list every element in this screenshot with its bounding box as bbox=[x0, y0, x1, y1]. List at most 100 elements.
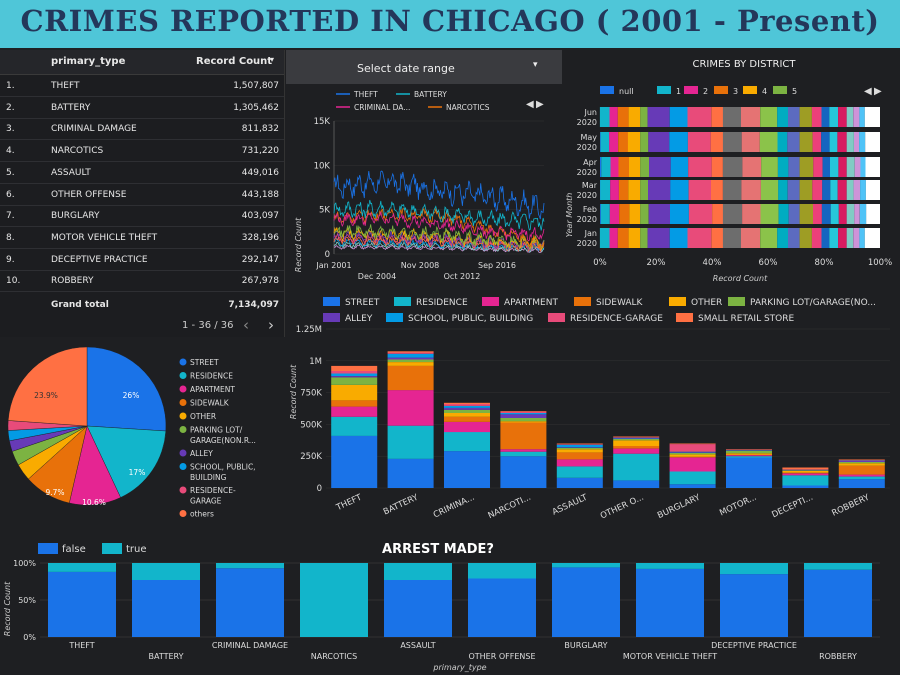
stack-bar-segment[interactable] bbox=[613, 453, 660, 481]
caret-down-icon[interactable]: ▾ bbox=[270, 55, 275, 64]
legend-item[interactable]: BUILDING bbox=[190, 473, 227, 482]
arrest-bar-true[interactable] bbox=[468, 563, 536, 579]
stack-bar-segment[interactable] bbox=[387, 352, 434, 354]
arrest-bar-false[interactable] bbox=[552, 567, 620, 637]
stack-bar-segment[interactable] bbox=[556, 447, 603, 450]
stack-bar-segment[interactable] bbox=[331, 400, 378, 407]
legend-item[interactable]: SIDEWALK bbox=[596, 298, 644, 308]
stack-bar-segment[interactable] bbox=[444, 421, 490, 433]
arrest-bar-true[interactable] bbox=[804, 563, 872, 570]
arrest-bar-true[interactable] bbox=[720, 563, 788, 575]
stack-bar-segment[interactable] bbox=[331, 371, 378, 374]
stack-bar-segment[interactable] bbox=[387, 425, 434, 459]
stack-bar-segment[interactable] bbox=[782, 475, 829, 486]
stack-bar-segment[interactable] bbox=[726, 456, 772, 458]
table-row[interactable]: 1. THEFT 1,507,807 bbox=[0, 75, 284, 97]
stack-bar-segment[interactable] bbox=[500, 449, 547, 452]
legend-item[interactable]: OTHER bbox=[190, 412, 216, 421]
stack-bar-segment[interactable] bbox=[556, 447, 603, 448]
stack-bar-segment[interactable] bbox=[613, 439, 660, 441]
arrest-bar-true[interactable] bbox=[552, 563, 620, 568]
stack-bar-segment[interactable] bbox=[444, 406, 490, 408]
stack-bar-segment[interactable] bbox=[669, 457, 716, 472]
stack-bar-segment[interactable] bbox=[500, 411, 547, 413]
legend-item[interactable]: false bbox=[62, 544, 86, 555]
stack-bar-segment[interactable] bbox=[782, 470, 829, 473]
stack-bar-segment[interactable] bbox=[387, 390, 434, 426]
legend-next-icon[interactable]: ▶ bbox=[536, 99, 544, 110]
stack-bar-segment[interactable] bbox=[726, 450, 772, 454]
stack-bar-segment[interactable] bbox=[500, 421, 547, 423]
stack-bar-segment[interactable] bbox=[613, 448, 660, 454]
legend-item[interactable]: STREET bbox=[190, 358, 219, 367]
legend-item[interactable]: 3 bbox=[733, 87, 738, 96]
pie-slice[interactable] bbox=[7, 346, 88, 427]
stack-bar-segment[interactable] bbox=[669, 444, 716, 452]
stack-bar-segment[interactable] bbox=[387, 362, 434, 366]
arrest-bar-true[interactable] bbox=[132, 563, 200, 580]
stack-bar-segment[interactable] bbox=[782, 472, 829, 474]
stack-bar-segment[interactable] bbox=[838, 460, 885, 462]
arrest-bar-false[interactable] bbox=[216, 568, 284, 637]
stack-bar-segment[interactable] bbox=[387, 359, 434, 363]
table-row[interactable]: 6. OTHER OFFENSE 443,188 bbox=[0, 184, 284, 206]
legend-item[interactable]: APARTMENT bbox=[190, 385, 235, 394]
stack-bar-segment[interactable] bbox=[444, 432, 490, 452]
stack-bar-segment[interactable] bbox=[669, 484, 716, 488]
stack-bar-segment[interactable] bbox=[613, 438, 660, 439]
stack-bar-segment[interactable] bbox=[613, 440, 660, 446]
stack-bar-segment[interactable] bbox=[726, 455, 772, 457]
legend-item[interactable]: RESIDENCE-GARAGE bbox=[570, 314, 663, 324]
stack-bar-segment[interactable] bbox=[444, 413, 490, 417]
date-range-selector[interactable]: Select date range ▾ bbox=[286, 50, 562, 84]
table-row[interactable]: 10. ROBBERY 267,978 bbox=[0, 270, 284, 293]
arrest-bar-true[interactable] bbox=[48, 563, 116, 572]
legend-item[interactable]: ALLEY bbox=[345, 314, 373, 324]
table-row[interactable]: 2. BATTERY 1,305,462 bbox=[0, 97, 284, 119]
legend-item[interactable]: RESIDENCE bbox=[416, 298, 468, 308]
table-row[interactable]: 7. BURGLARY 403,097 bbox=[0, 205, 284, 228]
stack-bar-segment[interactable] bbox=[613, 436, 660, 438]
stack-bar-segment[interactable] bbox=[669, 443, 716, 445]
arrest-bar-true[interactable] bbox=[636, 563, 704, 569]
stack-bar-segment[interactable] bbox=[613, 437, 660, 438]
legend-item[interactable]: GARAGE bbox=[190, 497, 222, 506]
stack-bar-segment[interactable] bbox=[669, 452, 716, 453]
stack-bar-segment[interactable] bbox=[331, 435, 378, 488]
prev-page-icon[interactable]: ‹ bbox=[243, 316, 249, 334]
stack-bar-segment[interactable] bbox=[500, 414, 547, 418]
legend-item[interactable]: STREET bbox=[345, 298, 380, 308]
column-header-primary-type[interactable]: primary_type bbox=[51, 56, 126, 67]
stack-bar-segment[interactable] bbox=[500, 418, 547, 422]
legend-prev-icon[interactable]: ◀ bbox=[526, 99, 534, 110]
arrest-bar-false[interactable] bbox=[720, 574, 788, 637]
stack-bar-segment[interactable] bbox=[838, 465, 885, 475]
arrest-bar-false[interactable] bbox=[48, 571, 116, 637]
legend-item[interactable]: OTHER bbox=[691, 298, 722, 308]
stack-bar-segment[interactable] bbox=[669, 456, 716, 458]
legend-item[interactable]: RESIDENCE- bbox=[190, 486, 236, 495]
legend-item[interactable]: PARKING LOT/GARAGE(NO... bbox=[750, 298, 876, 308]
arrest-bar-true[interactable] bbox=[216, 563, 284, 569]
stack-bar-segment[interactable] bbox=[556, 444, 603, 445]
stack-bar-segment[interactable] bbox=[613, 437, 660, 439]
stack-bar-segment[interactable] bbox=[669, 454, 716, 457]
pie-slice[interactable] bbox=[86, 346, 167, 432]
stack-bar-segment[interactable] bbox=[782, 485, 829, 489]
stack-bar-segment[interactable] bbox=[500, 456, 547, 488]
arrest-bar-false[interactable] bbox=[384, 580, 452, 637]
stack-bar-segment[interactable] bbox=[669, 451, 716, 453]
stack-bar-segment[interactable] bbox=[782, 470, 829, 471]
arrest-bar-true[interactable] bbox=[300, 563, 368, 637]
stack-bar-segment[interactable] bbox=[556, 477, 603, 488]
legend-item[interactable]: 5 bbox=[792, 87, 797, 96]
arrest-bar-false[interactable] bbox=[804, 569, 872, 637]
legend-item[interactable]: others bbox=[190, 510, 214, 519]
arrest-bar-false[interactable] bbox=[132, 580, 200, 637]
stack-bar-segment[interactable] bbox=[556, 444, 603, 448]
stack-bar-segment[interactable] bbox=[500, 422, 547, 450]
arrest-bar-false[interactable] bbox=[468, 578, 536, 638]
stack-bar-segment[interactable] bbox=[331, 406, 378, 417]
stack-bar-segment[interactable] bbox=[556, 449, 603, 453]
stack-bar-segment[interactable] bbox=[726, 457, 772, 489]
